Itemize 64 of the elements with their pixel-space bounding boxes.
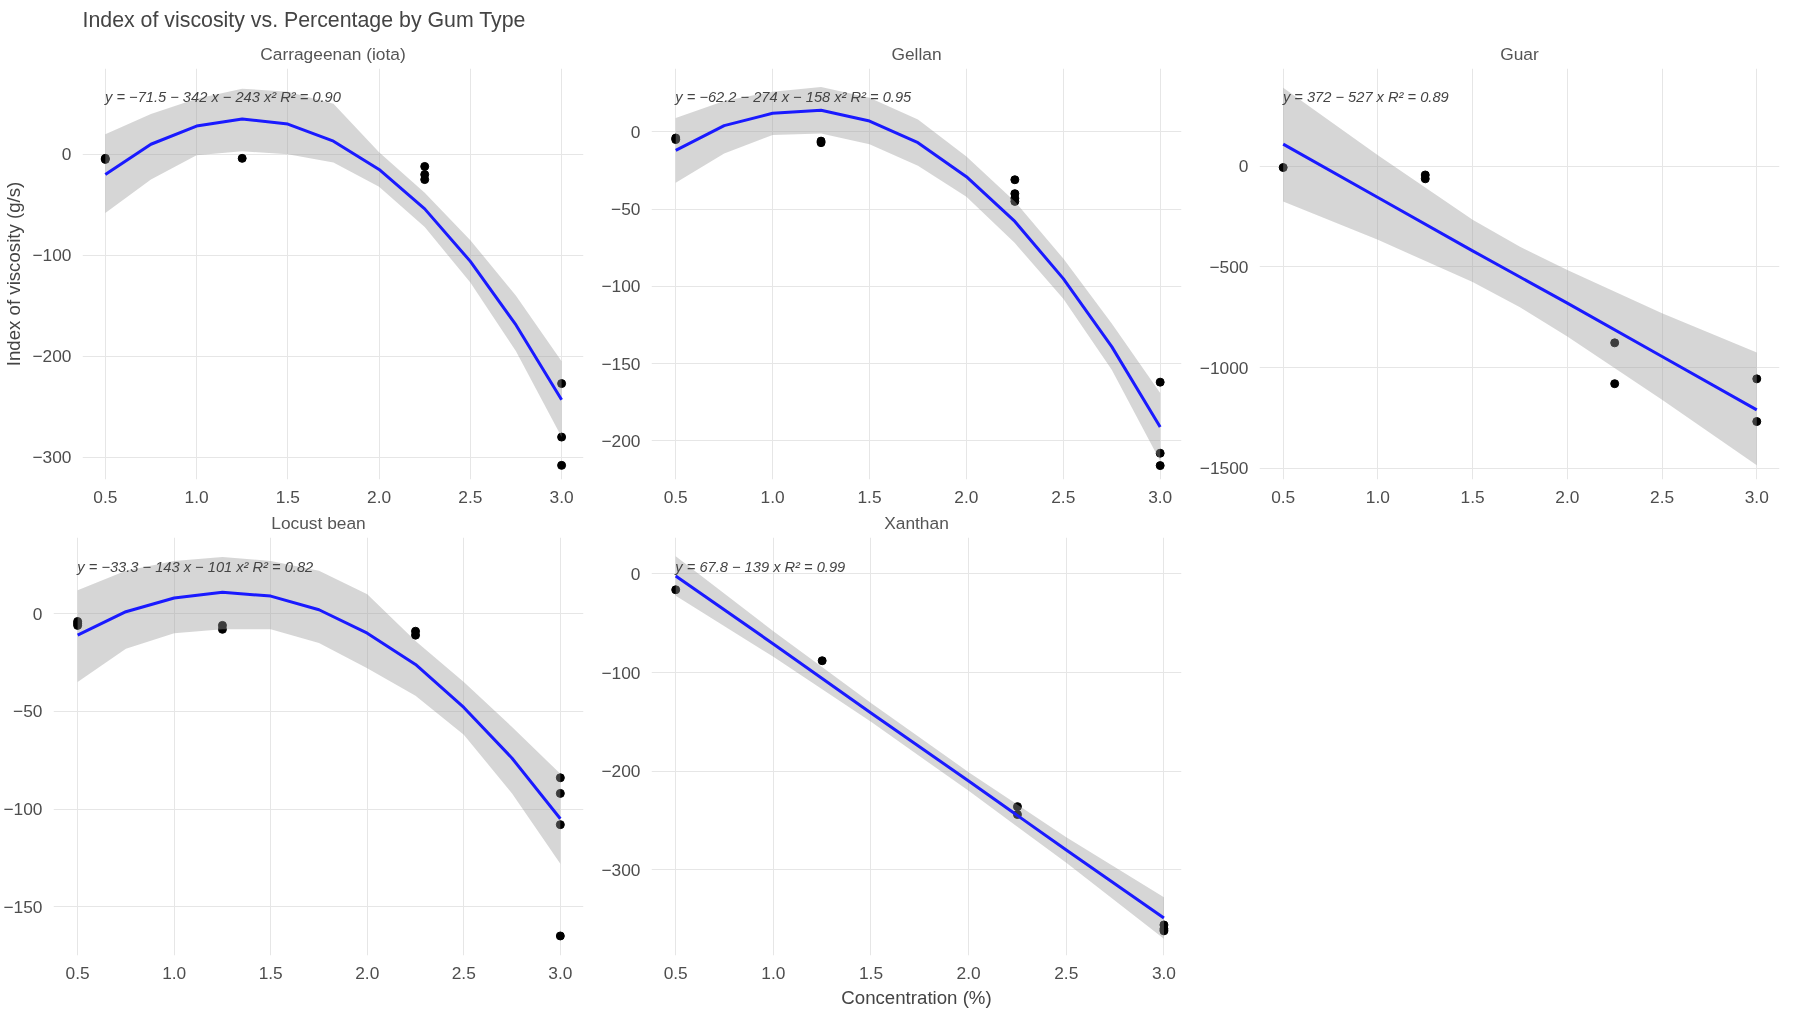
x-tick-label: 3.0 — [1744, 486, 1769, 507]
x-tick-label: 3.0 — [1148, 486, 1173, 507]
y-tick-label: 0 — [630, 563, 641, 584]
y-tick-label: −50 — [13, 701, 43, 722]
x-tick-label: 2.5 — [458, 486, 483, 507]
annotation: y = 372 − 527 x R² = 0.89 — [1281, 89, 1449, 106]
x-tick-label: 1.5 — [1460, 486, 1485, 507]
x-tick-label: 1.0 — [760, 486, 785, 507]
x-tick-label: 1.5 — [275, 486, 300, 507]
x-tick-label: 0.5 — [663, 486, 688, 507]
text: Index of viscosity vs. Percentage by Gum Type — [82, 7, 526, 32]
x-tick-label: 2.5 — [451, 962, 476, 983]
chart-title: Locust bean — [271, 512, 366, 533]
chart-title: Gellan — [891, 43, 942, 64]
y-tick-label: −50 — [611, 199, 641, 220]
y-tick-label: −100 — [601, 276, 641, 297]
x-tick-label: 0.5 — [93, 486, 118, 507]
y-tick-label: −100 — [601, 662, 641, 683]
x-axis-title: Concentration (%) — [841, 986, 992, 1008]
y-tick-label: 0 — [61, 144, 72, 165]
y-tick-label: −1000 — [1199, 357, 1249, 378]
y-tick-label: −1500 — [1199, 458, 1249, 479]
x-tick-label: 0.5 — [1271, 486, 1296, 507]
x-tick-label: 0.5 — [65, 962, 90, 983]
x-tick-label: 1.5 — [857, 486, 882, 507]
y-axis-title: Index of viscosity (g/s) — [3, 181, 25, 367]
x-tick-label: 2.0 — [956, 962, 981, 983]
x-tick-label: 2.5 — [1054, 962, 1079, 983]
x-tick-label: 1.0 — [1365, 486, 1390, 507]
annotation: y = −33.3 − 143 x − 101 x² R² = 0.82 — [76, 558, 314, 575]
y-tick-label: −200 — [601, 761, 641, 782]
x-tick-label: 2.0 — [1555, 486, 1580, 507]
chart-title: Xanthan — [884, 512, 949, 533]
y-tick-label: −500 — [1209, 256, 1249, 277]
x-tick-label: 2.5 — [1650, 486, 1675, 507]
y-tick-label: −200 — [32, 346, 72, 367]
x-tick-label: 1.0 — [761, 962, 786, 983]
x-tick-label: 1.0 — [162, 962, 187, 983]
y-tick-label: −300 — [601, 859, 641, 880]
y-tick-label: 0 — [630, 121, 641, 142]
annotation: y = 67.8 − 139 x R² = 0.99 — [674, 558, 846, 575]
y-tick-label: 0 — [32, 603, 43, 624]
x-tick-label: 2.5 — [1051, 486, 1076, 507]
x-tick-label: 3.0 — [549, 486, 574, 507]
x-tick-label: 2.0 — [355, 962, 380, 983]
y-tick-label: −200 — [601, 430, 641, 451]
x-tick-label: 3.0 — [548, 962, 573, 983]
y-tick-label: −150 — [3, 896, 43, 917]
chart-title: Carrageenan (iota) — [260, 43, 406, 64]
x-tick-label: 1.0 — [184, 486, 209, 507]
x-tick-label: 1.5 — [258, 962, 283, 983]
y-tick-label: −100 — [3, 799, 43, 819]
x-tick-label: 1.5 — [858, 962, 884, 983]
annotation: y = −62.2 − 274 x − 158 x² R² = 0.95 — [674, 89, 913, 106]
x-tick-label: 3.0 — [1151, 962, 1176, 983]
x-tick-label: 0.5 — [663, 962, 688, 983]
chart-title: Guar — [1500, 43, 1539, 64]
y-tick-label: −150 — [601, 353, 641, 374]
x-tick-label: 2.0 — [954, 486, 979, 507]
x-tick-label: 2.0 — [367, 486, 392, 507]
y-tick-label: −300 — [32, 447, 72, 468]
annotation: y = −71.5 − 342 x − 243 x² R² = 0.90 — [104, 89, 342, 106]
y-tick-label: −100 — [32, 245, 72, 266]
y-tick-label: 0 — [1238, 156, 1249, 177]
